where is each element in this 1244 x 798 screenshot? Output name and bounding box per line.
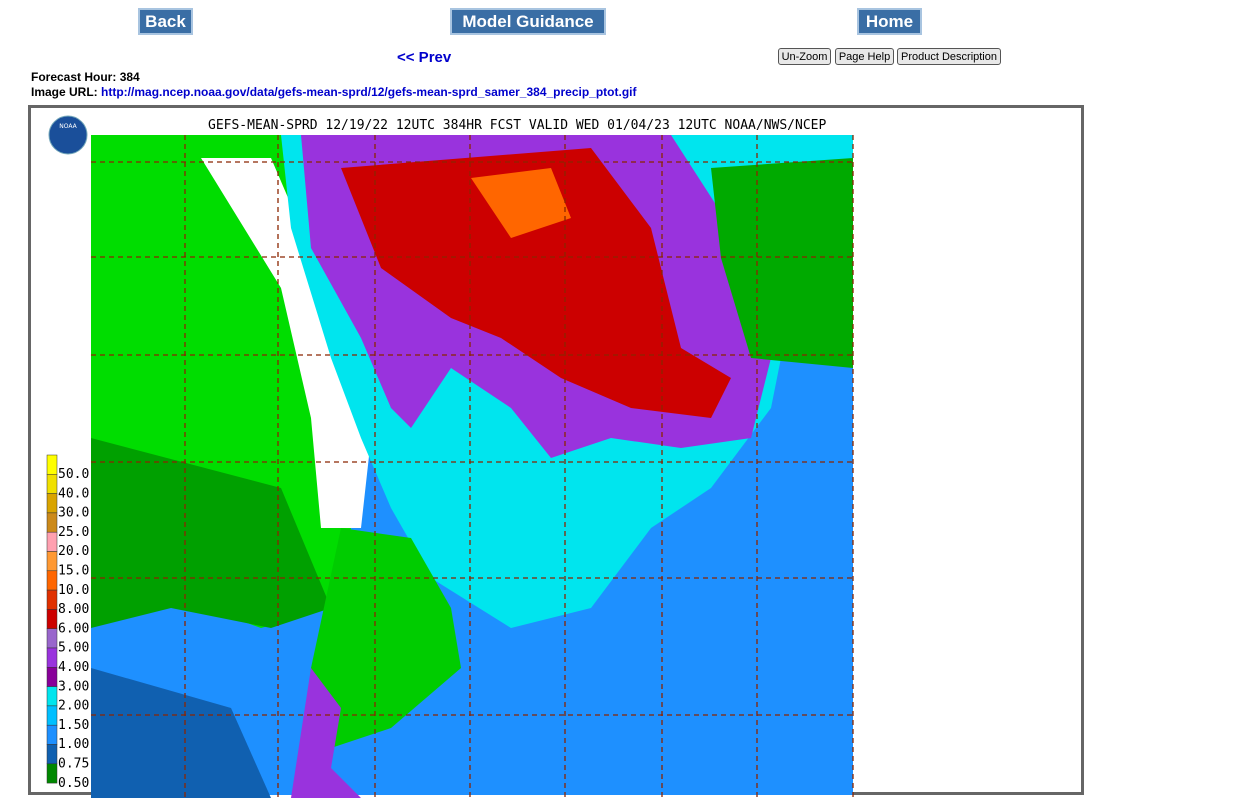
- legend-label: 1.00: [58, 737, 89, 752]
- legend-swatch: [46, 647, 58, 668]
- legend-label: 4.00: [58, 660, 89, 675]
- orange-area: [471, 168, 571, 238]
- patagonia: [311, 528, 461, 748]
- legend-label: 15.0: [58, 564, 89, 579]
- image-url: Image URL: http://mag.ncep.noaa.gov/data…: [31, 85, 637, 99]
- legend-label: 40.0: [58, 486, 89, 501]
- product-description-button[interactable]: Product Description: [897, 48, 1001, 65]
- legend-label: 5.00: [58, 641, 89, 656]
- unzoom-button[interactable]: Un-Zoom: [778, 48, 831, 65]
- legend-swatch: [46, 570, 58, 591]
- legend-swatch: [46, 493, 58, 514]
- legend-swatch: [46, 551, 58, 572]
- forecast-hour: Forecast Hour: 384: [31, 70, 140, 84]
- graticule: [91, 135, 854, 798]
- legend-swatch: [46, 474, 58, 494]
- red-area: [341, 148, 731, 418]
- dark-blue-area: [91, 668, 271, 798]
- home-button[interactable]: Home: [857, 8, 922, 35]
- legend-swatch: [46, 609, 58, 629]
- map-frame: NOAA GEFS-MEAN-SPRD 12/19/22 12UTC 384HR…: [28, 105, 1084, 798]
- legend-label: 30.0: [58, 506, 89, 521]
- legend-swatch: [46, 628, 58, 649]
- url-link[interactable]: http://mag.ncep.noaa.gov/data/gefs-mean-…: [101, 85, 637, 99]
- legend-swatch: [46, 724, 58, 745]
- atlantic-green: [711, 158, 853, 368]
- legend-swatch: [46, 667, 58, 687]
- legend-swatch: [46, 686, 58, 707]
- legend-label: 25.0: [58, 525, 89, 540]
- page-help-button[interactable]: Page Help: [835, 48, 894, 65]
- legend-swatch: [46, 454, 58, 475]
- value: 384: [119, 70, 140, 84]
- map-title: GEFS-MEAN-SPRD 12/19/22 12UTC 384HR FCST…: [208, 118, 826, 133]
- legend-swatch: [46, 744, 58, 765]
- legend-swatch: [46, 763, 58, 784]
- legend-swatch: [46, 531, 58, 552]
- dry-strip: [201, 158, 371, 528]
- legend-label: 0.50: [58, 776, 89, 791]
- logo-text: NOAA: [59, 123, 77, 130]
- legend-label: 1.50: [58, 718, 89, 733]
- legend-label: 50.0: [58, 467, 89, 482]
- legend-swatch: [46, 705, 58, 726]
- legend-label: 6.00: [58, 621, 89, 636]
- prev-link[interactable]: << Prev: [397, 49, 452, 66]
- legend-label: 8.00: [58, 602, 89, 617]
- south-tip: [291, 668, 361, 798]
- legend-label: 0.75: [58, 757, 89, 772]
- legend-label: 10.0: [58, 583, 89, 598]
- legend-swatch: [46, 512, 58, 533]
- dark-green-area: [91, 438, 331, 628]
- label: Image URL:: [31, 85, 98, 99]
- back-button[interactable]: Back: [138, 8, 193, 35]
- legend-swatch: [46, 589, 58, 610]
- legend-label: 3.00: [58, 679, 89, 694]
- label: Forecast Hour:: [31, 70, 117, 84]
- map: NOAA GEFS-MEAN-SPRD 12/19/22 12UTC 384HR…: [46, 115, 854, 798]
- legend-label: 20.0: [58, 544, 89, 559]
- legend-label: 2.00: [58, 699, 89, 714]
- noaa-logo: [48, 115, 88, 155]
- model-guidance-button[interactable]: Model Guidance: [450, 8, 606, 35]
